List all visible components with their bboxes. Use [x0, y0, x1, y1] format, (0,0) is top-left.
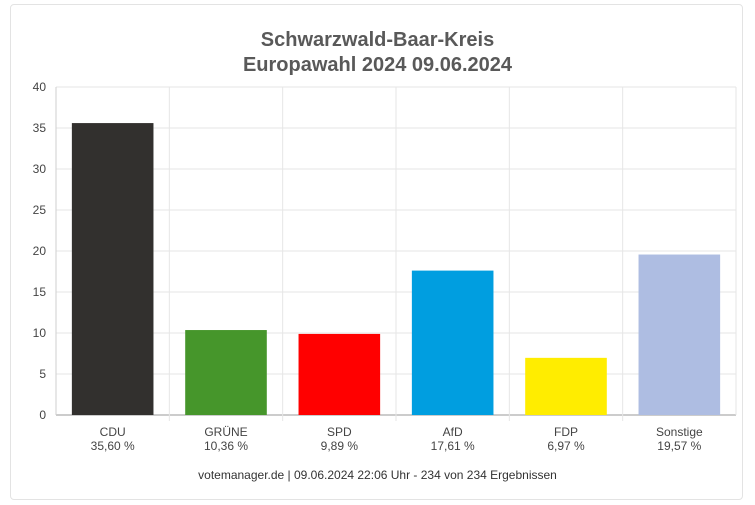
y-tick-label: 15 — [33, 285, 47, 299]
x-value-label: 6,97 % — [547, 439, 585, 453]
x-category-label: FDP — [554, 425, 578, 439]
x-value-label: 9,89 % — [321, 439, 359, 453]
bar-sonstige — [638, 254, 721, 415]
x-category-label: SPD — [327, 425, 352, 439]
chart-footer: votemanager.de | 09.06.2024 22:06 Uhr - … — [198, 468, 557, 482]
chart-subtitle: Europawahl 2024 09.06.2024 — [242, 54, 513, 76]
x-value-label: 17,61 % — [431, 439, 475, 453]
bar-grüne — [185, 330, 267, 415]
x-category-label: AfD — [443, 425, 463, 439]
y-tick-label: 30 — [33, 162, 47, 176]
bar-cdu — [71, 123, 154, 415]
x-value-label: 35,60 % — [91, 439, 135, 453]
chart-title: Schwarzwald-Baar-Kreis — [260, 29, 495, 51]
y-tick-label: 40 — [33, 80, 47, 94]
y-tick-label: 5 — [39, 367, 46, 381]
y-tick-label: 25 — [33, 203, 47, 217]
bar-spd — [298, 333, 381, 415]
y-tick-label: 20 — [33, 244, 47, 258]
x-category-label: CDU — [100, 425, 126, 439]
y-tick-label: 35 — [33, 121, 47, 135]
x-value-label: 19,57 % — [657, 439, 701, 453]
bar-fdp — [525, 357, 607, 415]
x-category-label: Sonstige — [656, 425, 703, 439]
y-tick-label: 10 — [33, 326, 47, 340]
x-category-label: GRÜNE — [204, 425, 247, 439]
y-tick-label: 0 — [39, 408, 46, 422]
x-value-label: 10,36 % — [204, 439, 248, 453]
bar-afd — [411, 270, 494, 415]
